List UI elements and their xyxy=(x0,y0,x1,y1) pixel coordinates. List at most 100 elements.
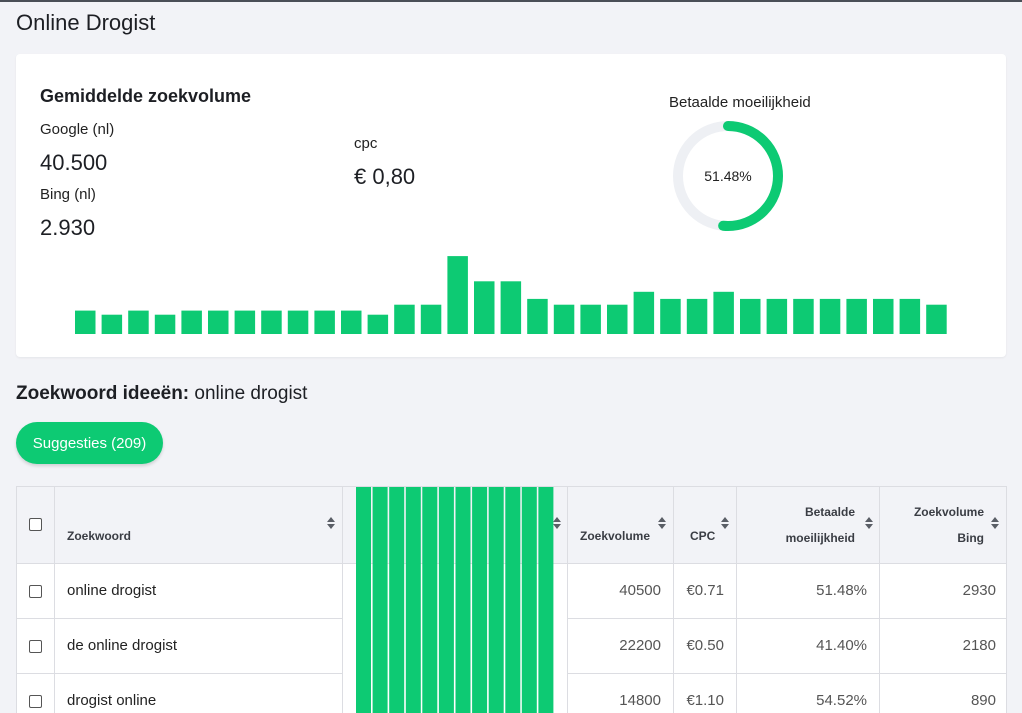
google-volume-value: 40.500 xyxy=(40,150,108,175)
header-difficulty[interactable]: Betaalde moeilijkheid xyxy=(737,487,880,564)
volume-bar xyxy=(846,298,867,334)
google-label: Google (nl) xyxy=(40,121,115,138)
trend-bar xyxy=(488,487,504,713)
keyword-ideas-title: Zoekwoord ideeën: online drogist xyxy=(16,383,307,405)
volume-bar xyxy=(154,314,176,334)
select-all-checkbox[interactable] xyxy=(29,518,42,531)
row-checkbox[interactable] xyxy=(29,585,42,598)
suggestions-button[interactable]: Suggesties (209) xyxy=(16,422,163,464)
difficulty-cell: 54.52% xyxy=(737,674,880,713)
monthly-volume-chart xyxy=(75,256,947,334)
volume-bar xyxy=(181,310,202,334)
difficulty-cell: 51.48% xyxy=(737,564,880,619)
volume-bar xyxy=(740,298,761,334)
volume-bar xyxy=(873,298,894,334)
trend-column xyxy=(343,487,568,713)
difficulty-cell: 41.40% xyxy=(737,619,880,674)
volume-bar xyxy=(926,304,947,334)
volume-bar xyxy=(713,291,734,334)
trend-bar xyxy=(372,487,388,713)
sort-icon[interactable] xyxy=(658,517,666,531)
keyword-cell[interactable]: online drogist xyxy=(55,564,343,619)
sort-icon[interactable] xyxy=(865,517,873,531)
header-select-cell xyxy=(17,487,55,564)
volume-bar xyxy=(420,304,442,334)
keyword-ideas-query: online drogist xyxy=(194,383,308,404)
volume-cell: 40500 xyxy=(568,564,674,619)
volume-bar xyxy=(261,310,282,334)
volume-bar xyxy=(819,298,841,334)
summary-card: Gemiddelde zoekvolume Google (nl) 40.500… xyxy=(16,54,1006,357)
difficulty-percentage: 51.48% xyxy=(704,168,752,184)
sort-icon[interactable] xyxy=(553,517,561,531)
difficulty-title: Betaalde moeilijkheid xyxy=(669,94,811,111)
volume-bar xyxy=(527,298,548,334)
sort-icon[interactable] xyxy=(721,517,729,531)
header-difficulty-line2: moeilijkheid xyxy=(785,531,855,545)
bing-label: Bing (nl) xyxy=(40,186,96,203)
volume-bar xyxy=(500,281,522,334)
volume-cell: 22200 xyxy=(568,619,674,674)
keyword-cell[interactable]: drogist online xyxy=(55,674,343,713)
volume-bar xyxy=(287,310,309,334)
header-cpc[interactable]: CPC xyxy=(674,487,737,564)
volume-bar xyxy=(367,314,389,334)
volume-bar xyxy=(208,310,229,334)
header-bing[interactable]: Zoekvolume Bing xyxy=(880,487,1006,564)
volume-bar xyxy=(686,298,708,334)
trend-bar xyxy=(505,487,521,713)
header-cpc-label: CPC xyxy=(690,529,716,543)
bing-cell: 2930 xyxy=(880,564,1006,619)
cpc-cell: €0.71 xyxy=(674,564,737,619)
cpc-value: € 0,80 xyxy=(354,164,416,189)
volume-bar xyxy=(75,310,96,334)
header-keyword[interactable]: Zoekwoord xyxy=(55,487,343,564)
volume-bar xyxy=(607,304,628,334)
keyword-cell[interactable]: de online drogist xyxy=(55,619,343,674)
difficulty-donut: 51.48% xyxy=(671,119,785,233)
volume-bar xyxy=(580,304,601,334)
volume-bar xyxy=(766,298,788,334)
sort-icon[interactable] xyxy=(327,517,335,531)
trend-bar xyxy=(356,487,371,713)
volume-bar xyxy=(394,304,415,334)
volume-bar xyxy=(474,281,495,334)
sort-icon[interactable] xyxy=(991,517,999,531)
trend-bar xyxy=(455,487,471,713)
row-checkbox[interactable] xyxy=(29,640,42,653)
volume-bar xyxy=(660,298,681,334)
bing-cell: 2180 xyxy=(880,619,1006,674)
header-bing-line1: Zoekvolume xyxy=(913,505,984,519)
header-volume[interactable]: Zoekvolume xyxy=(568,487,674,564)
cpc-label: cpc xyxy=(354,135,378,152)
table-row xyxy=(17,619,55,674)
volume-bar xyxy=(899,298,921,334)
volume-bar xyxy=(234,310,256,334)
volume-bar xyxy=(553,304,575,334)
volume-bar xyxy=(447,256,468,334)
bing-cell: 890 xyxy=(880,674,1006,713)
table-row xyxy=(17,564,55,619)
trend-bar xyxy=(422,487,438,713)
keyword-table: Zoekwoord Zoekvolume CPC Betaalde moeili… xyxy=(16,486,1007,713)
header-difficulty-line1: Betaalde xyxy=(804,505,855,519)
volume-bar xyxy=(314,310,335,334)
table-row xyxy=(17,674,55,713)
donut-progress-arc xyxy=(673,121,783,231)
bing-volume-value: 2.930 xyxy=(40,215,96,240)
trend-stripes xyxy=(356,487,554,713)
trend-bar xyxy=(405,487,421,713)
trend-bar xyxy=(438,487,454,713)
header-volume-label: Zoekvolume xyxy=(580,529,651,543)
cpc-cell: €1.10 xyxy=(674,674,737,713)
trend-bar xyxy=(472,487,488,713)
volume-bar xyxy=(793,298,814,334)
trend-bar xyxy=(538,487,554,713)
volume-bar xyxy=(101,314,123,334)
cpc-cell: €0.50 xyxy=(674,619,737,674)
row-checkbox[interactable] xyxy=(29,695,42,708)
volume-cell: 14800 xyxy=(568,674,674,713)
trend-bar xyxy=(521,487,537,713)
volume-bar xyxy=(341,310,362,334)
volume-bar xyxy=(128,310,149,334)
